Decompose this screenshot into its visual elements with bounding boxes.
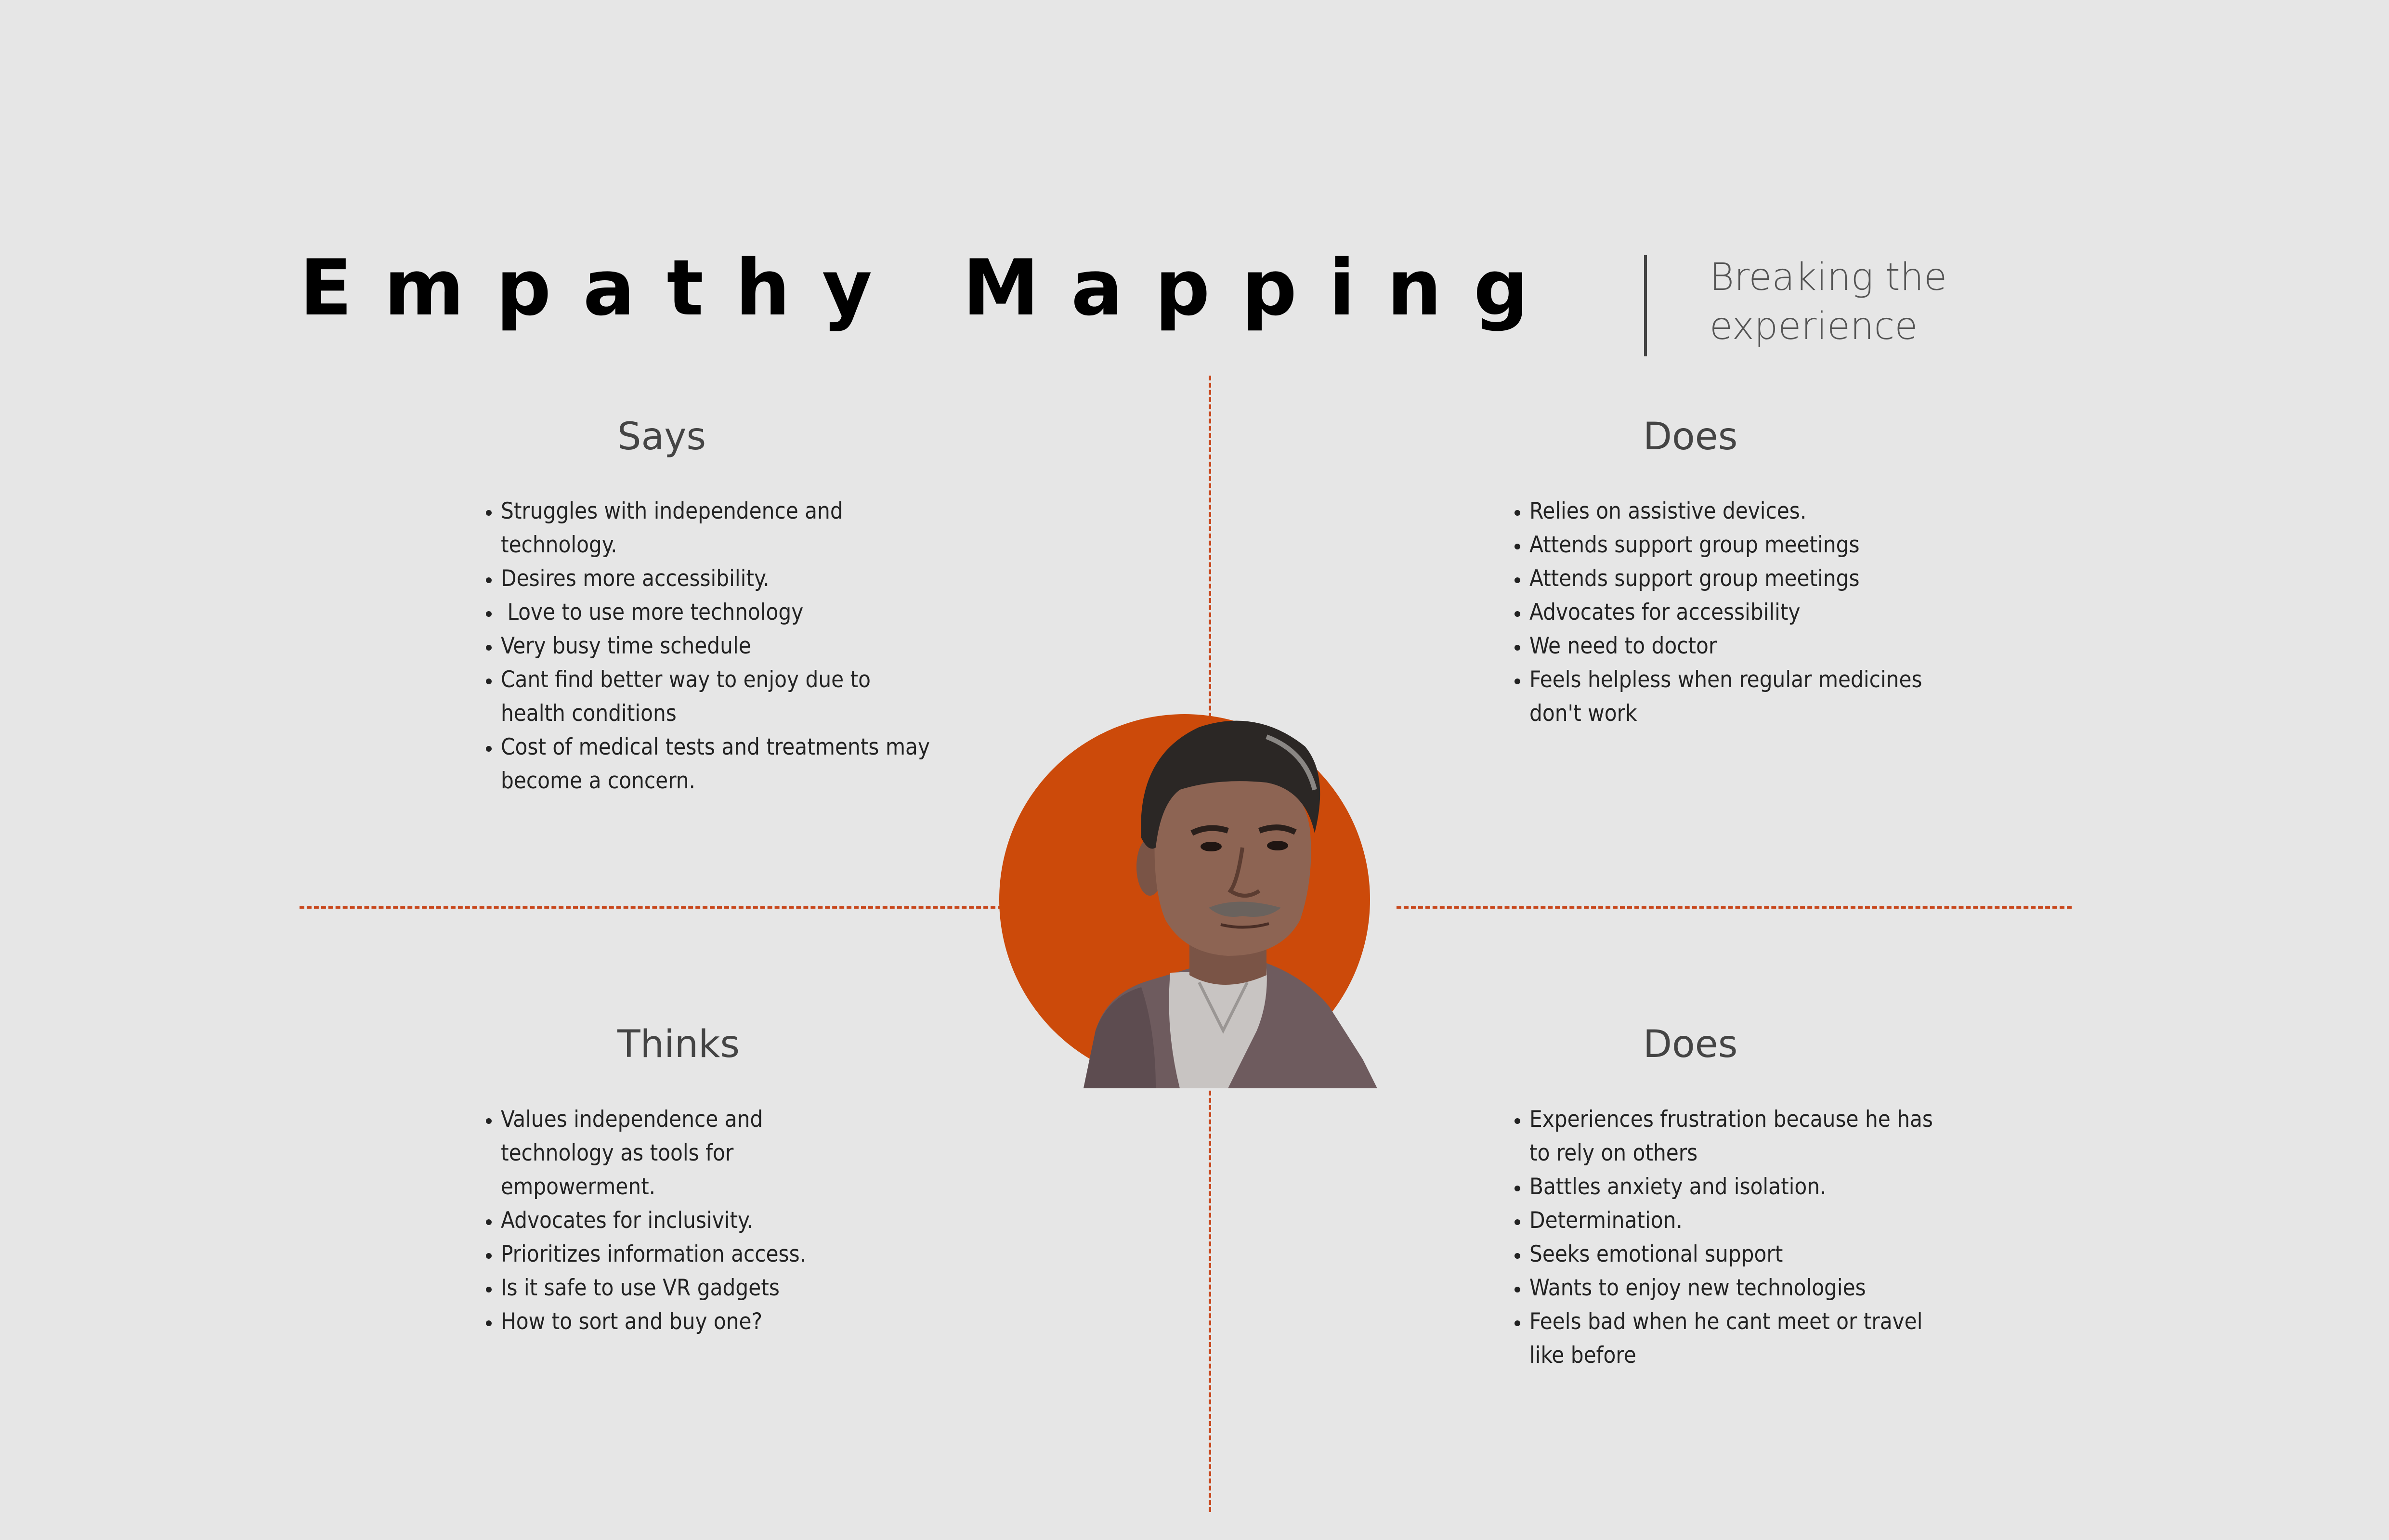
list-item: Very busy time schedule: [501, 629, 934, 663]
list-item: Feels helpless when regular medicines do…: [1529, 663, 1944, 731]
list-item: Feels bad when he cant meet or travel li…: [1529, 1305, 1953, 1372]
list-item: How to sort and buy one?: [501, 1305, 867, 1339]
persona-portrait-icon: [999, 714, 1377, 1088]
says-heading: Says: [617, 415, 706, 458]
list-item: Attends support group meetings: [1529, 562, 1944, 596]
divider-vertical-top: [1209, 376, 1211, 746]
title-divider: [1644, 255, 1647, 356]
list-item: Wants to enjoy new technologies: [1529, 1271, 1953, 1305]
list-item: Relies on assistive devices.: [1529, 495, 1944, 528]
thinks-heading: Thinks: [617, 1023, 740, 1066]
list-item: Determination.: [1529, 1204, 1953, 1238]
says-list: Struggles with independence and technolo…: [476, 495, 934, 798]
list-item: Values independence and technology as to…: [501, 1103, 867, 1204]
page-subtitle: Breaking the experience: [1710, 256, 1947, 348]
does-top-list: Relies on assistive devices.Attends supp…: [1504, 495, 1944, 731]
divider-horizontal-right: [1397, 906, 2072, 909]
list-item: Advocates for inclusivity.: [501, 1204, 867, 1238]
page-title: Empathy Mapping: [300, 243, 1561, 333]
list-item: Is it safe to use VR gadgets: [501, 1271, 867, 1305]
list-item: Seeks emotional support: [1529, 1238, 1953, 1271]
divider-vertical-bottom: [1209, 1083, 1211, 1512]
does-bottom-list: Experiences frustration because he has t…: [1504, 1103, 1953, 1372]
does-top-heading: Does: [1643, 415, 1738, 458]
does-bottom-heading: Does: [1643, 1023, 1738, 1066]
list-item: Struggles with independence and technolo…: [501, 495, 934, 562]
list-item: Experiences frustration because he has t…: [1529, 1103, 1953, 1170]
list-item: Love to use more technology: [501, 596, 934, 629]
list-item: Prioritizes information access.: [501, 1238, 867, 1271]
portrait-figure: [1084, 720, 1377, 1088]
list-item: Desires more accessibility.: [501, 562, 934, 596]
list-item: Advocates for accessibility: [1529, 596, 1944, 629]
list-item: Cant find better way to enjoy due to hea…: [501, 663, 934, 731]
list-item: Cost of medical tests and treatments may…: [501, 731, 934, 798]
list-item: Battles anxiety and isolation.: [1529, 1170, 1953, 1204]
thinks-list: Values independence and technology as to…: [476, 1103, 867, 1339]
divider-horizontal-left: [300, 906, 1003, 909]
list-item: Attends support group meetings: [1529, 528, 1944, 562]
list-item: We need to doctor: [1529, 629, 1944, 663]
